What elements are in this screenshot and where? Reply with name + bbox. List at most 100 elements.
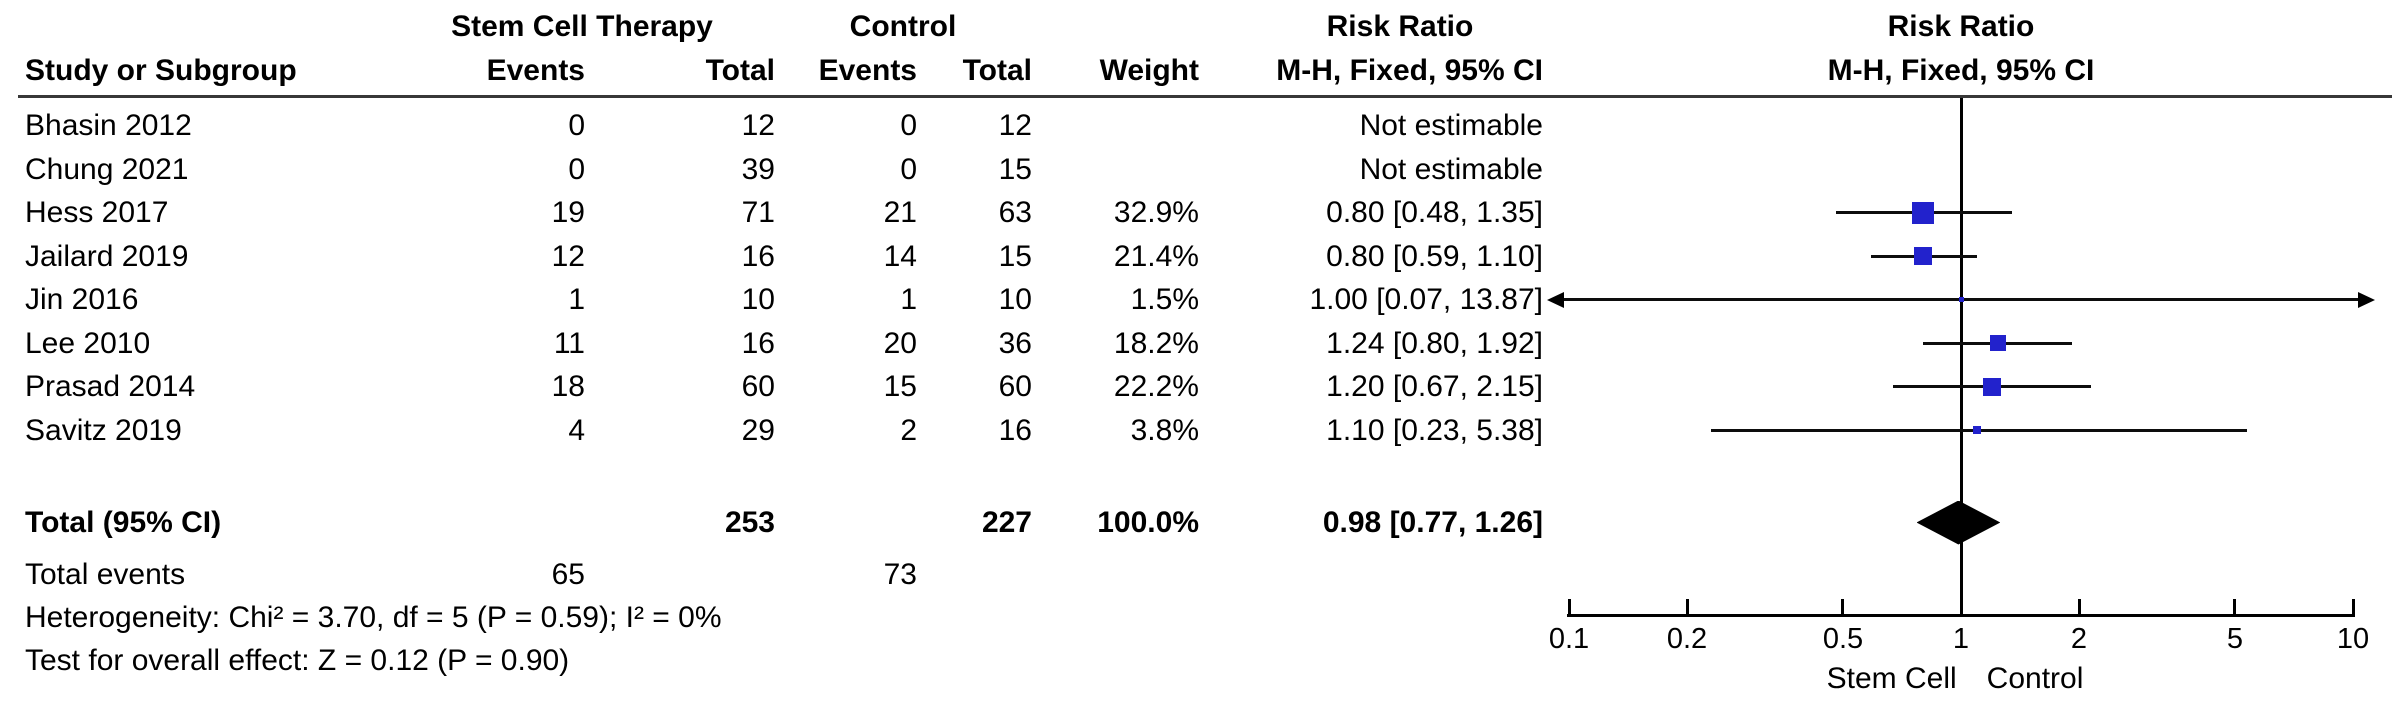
total-weight: 100.0% bbox=[1097, 506, 1199, 539]
x-axis-line bbox=[1567, 613, 2355, 617]
total-label: Total (95% CI) bbox=[25, 506, 222, 539]
row-events-ctrl: 2 bbox=[900, 413, 917, 447]
row-ci-text: 1.00 [0.07, 13.87] bbox=[1309, 283, 1543, 316]
axis-label-favours-experimental: Stem Cell bbox=[1826, 662, 1957, 695]
header-divider-line bbox=[18, 95, 2392, 98]
row-events-exp: 11 bbox=[553, 326, 585, 360]
col-header-study: Study or Subgroup bbox=[25, 54, 297, 87]
row-events-ctrl: 15 bbox=[883, 370, 917, 403]
col-header-events-exp: Events bbox=[486, 54, 585, 87]
null-effect-line bbox=[1959, 98, 1963, 615]
row-events-ctrl: 0 bbox=[900, 152, 917, 186]
col-header-total-ctrl: Total bbox=[962, 54, 1032, 87]
col-header-total-exp: Total bbox=[705, 54, 775, 87]
x-axis-tick-label: 0.1 bbox=[1548, 623, 1590, 655]
x-axis-tick bbox=[1841, 599, 1845, 615]
row-events-exp: 19 bbox=[551, 196, 585, 229]
row-study-label: Lee 2010 bbox=[25, 326, 151, 360]
group-header-control: Control bbox=[849, 10, 957, 43]
x-axis-tick bbox=[1567, 599, 1571, 615]
effect-square-jin-2016 bbox=[1958, 297, 1964, 303]
row-total-exp: 16 bbox=[741, 239, 775, 273]
row-weight: 1.5% bbox=[1130, 283, 1199, 316]
plot-title: Risk Ratio bbox=[1887, 10, 2035, 43]
group-header-experimental: Stem Cell Therapy bbox=[451, 10, 713, 43]
row-study-label: Chung 2021 bbox=[25, 152, 189, 186]
axis-direction-labels: Stem Cell Control bbox=[1827, 663, 2084, 695]
ci-arrow-left bbox=[1547, 291, 1564, 308]
row-events-exp: 0 bbox=[568, 152, 585, 186]
x-axis-tick bbox=[2077, 599, 2081, 615]
row-events-ctrl: 20 bbox=[883, 326, 917, 360]
row-weight: 22.2% bbox=[1113, 370, 1199, 403]
row-events-exp: 4 bbox=[568, 413, 585, 447]
row-total-ctrl: 36 bbox=[998, 326, 1032, 360]
effect-square-prasad-2014 bbox=[1983, 377, 2002, 396]
row-total-ctrl: 12 bbox=[998, 109, 1032, 142]
row-total-exp: 71 bbox=[741, 196, 775, 229]
row-total-ctrl: 10 bbox=[998, 283, 1032, 316]
heterogeneity-text: Heterogeneity: Chi² = 3.70, df = 5 (P = … bbox=[25, 601, 722, 634]
row-events-exp: 1 bbox=[568, 283, 585, 316]
row-total-ctrl: 60 bbox=[998, 370, 1032, 403]
row-study-label: Hess 2017 bbox=[25, 196, 169, 229]
x-axis-tick-label: 5 bbox=[2226, 623, 2244, 655]
row-total-ctrl: 63 bbox=[998, 196, 1032, 229]
x-axis-tick-label: 1 bbox=[1952, 623, 1970, 655]
total-events-label: Total events bbox=[25, 558, 186, 591]
effect-square-jailard-2019 bbox=[1914, 247, 1932, 266]
effect-square-lee-2010 bbox=[1989, 335, 2006, 352]
x-axis-tick bbox=[2233, 599, 2237, 615]
x-axis-tick-label: 0.5 bbox=[1822, 623, 1864, 655]
row-total-ctrl: 15 bbox=[998, 152, 1032, 186]
row-events-exp: 12 bbox=[551, 239, 585, 273]
row-ci-text: 1.20 [0.67, 2.15] bbox=[1326, 370, 1543, 403]
effect-square-hess-2017 bbox=[1912, 201, 1934, 224]
pooled-effect-diamond bbox=[1916, 500, 2001, 545]
row-total-ctrl: 15 bbox=[998, 239, 1032, 273]
ci-arrow-right bbox=[2358, 291, 2375, 308]
x-axis-tick-label: 10 bbox=[2336, 623, 2370, 655]
x-axis-tick-label: 2 bbox=[2070, 623, 2088, 655]
row-total-exp: 12 bbox=[741, 109, 775, 142]
overall-effect-text: Test for overall effect: Z = 0.12 (P = 0… bbox=[25, 644, 570, 677]
x-axis-tick bbox=[2351, 599, 2355, 615]
row-study-label: Jin 2016 bbox=[25, 283, 139, 316]
row-events-ctrl: 21 bbox=[883, 196, 917, 229]
row-ci-text: 0.80 [0.48, 1.35] bbox=[1326, 196, 1543, 229]
row-study-label: Bhasin 2012 bbox=[25, 109, 192, 142]
row-study-label: Savitz 2019 bbox=[25, 413, 182, 447]
row-total-ctrl: 16 bbox=[998, 413, 1032, 447]
row-ci-text: 0.80 [0.59, 1.10] bbox=[1326, 239, 1543, 273]
row-events-exp: 18 bbox=[551, 370, 585, 403]
row-ci-text: 1.10 [0.23, 5.38] bbox=[1326, 413, 1543, 447]
row-total-exp: 60 bbox=[741, 370, 775, 403]
total-n-ctrl: 227 bbox=[981, 506, 1032, 539]
col-header-effect-method: M-H, Fixed, 95% CI bbox=[1276, 54, 1543, 87]
x-axis-tick bbox=[1959, 599, 1963, 615]
row-ci-text: Not estimable bbox=[1359, 152, 1543, 186]
row-study-label: Prasad 2014 bbox=[25, 370, 196, 403]
row-ci-text: Not estimable bbox=[1359, 109, 1543, 142]
effect-square-savitz-2019 bbox=[1973, 426, 1982, 435]
total-ci-text: 0.98 [0.77, 1.26] bbox=[1322, 506, 1543, 539]
x-axis-tick bbox=[1685, 599, 1689, 615]
row-weight: 3.8% bbox=[1130, 413, 1199, 447]
row-weight: 21.4% bbox=[1113, 239, 1199, 273]
row-events-ctrl: 1 bbox=[900, 283, 917, 316]
row-total-exp: 39 bbox=[741, 152, 775, 186]
effect-title: Risk Ratio bbox=[1326, 10, 1474, 43]
row-total-exp: 10 bbox=[741, 283, 775, 316]
row-weight: 32.9% bbox=[1113, 196, 1199, 229]
row-events-exp: 0 bbox=[568, 109, 585, 142]
row-total-exp: 16 bbox=[741, 326, 775, 360]
x-axis-tick-label: 0.2 bbox=[1666, 623, 1708, 655]
row-study-label: Jailard 2019 bbox=[25, 239, 189, 273]
total-events-exp: 65 bbox=[551, 558, 585, 591]
row-ci-text: 1.24 [0.80, 1.92] bbox=[1326, 326, 1543, 360]
axis-label-favours-control: Control bbox=[1986, 662, 2084, 695]
col-header-events-ctrl: Events bbox=[818, 54, 917, 87]
col-header-weight: Weight bbox=[1099, 54, 1199, 87]
total-events-ctrl: 73 bbox=[883, 558, 917, 591]
